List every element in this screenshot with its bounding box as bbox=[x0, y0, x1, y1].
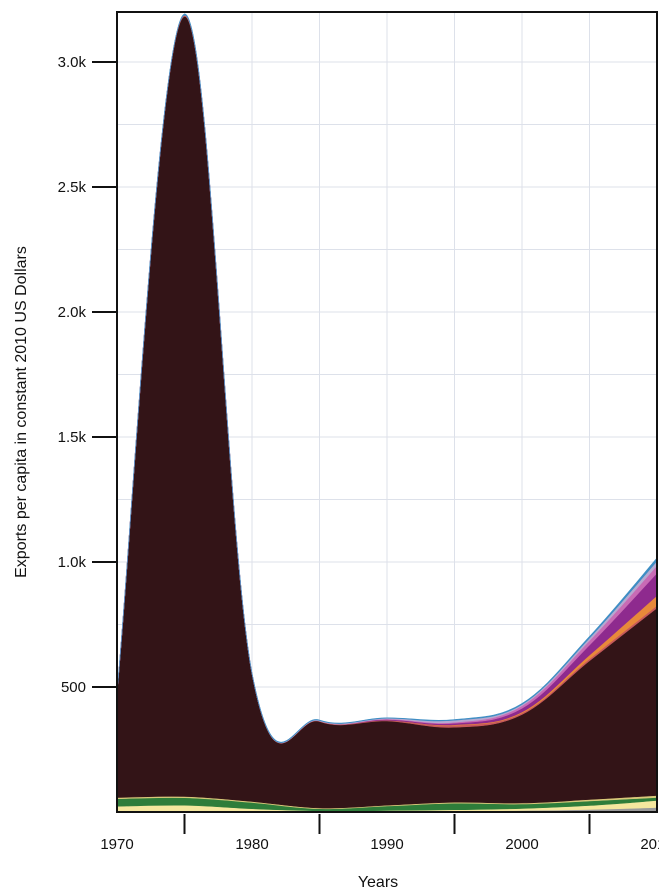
x-tick-label: 2000 bbox=[505, 836, 538, 853]
x-tick-label: 1990 bbox=[370, 836, 403, 853]
plot-frame bbox=[116, 11, 658, 813]
x-tick-label: 1980 bbox=[235, 836, 268, 853]
x-tick-label: 1970 bbox=[100, 836, 133, 853]
y-tick-label: 2.5k bbox=[58, 179, 87, 196]
y-tick-label: 500 bbox=[61, 679, 86, 696]
y-tick-label: 1.0k bbox=[58, 554, 87, 571]
x-axis-title: Years bbox=[358, 874, 398, 891]
y-tick-label: 2.0k bbox=[58, 304, 87, 321]
x-tick-label: 2010 bbox=[640, 836, 659, 853]
x-axis: 1970 1980 1990 2000 2010 bbox=[100, 814, 659, 853]
y-axis-title: Exports per capita in constant 2010 US D… bbox=[13, 246, 30, 578]
y-tick-label: 1.5k bbox=[58, 429, 87, 446]
y-axis: 500 1.0k 1.5k 2.0k 2.5k 3.0k bbox=[58, 54, 117, 696]
y-tick-label: 3.0k bbox=[58, 54, 87, 71]
